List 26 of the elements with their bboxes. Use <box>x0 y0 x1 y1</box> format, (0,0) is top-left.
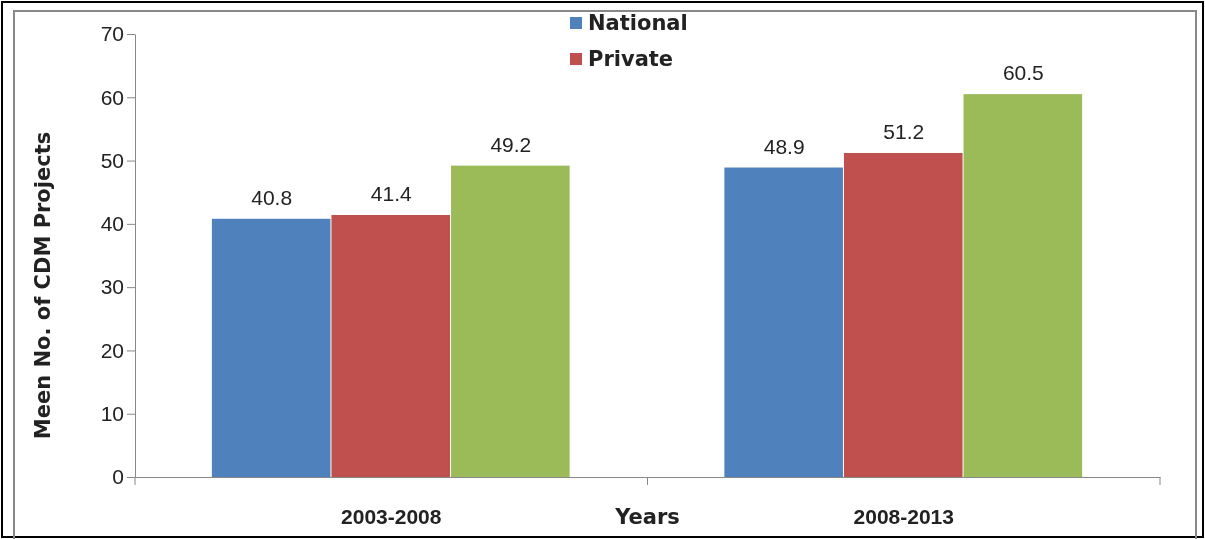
data-label: 60.5 <box>1002 61 1044 85</box>
data-label: 49.2 <box>490 132 532 156</box>
data-label: 41.4 <box>370 182 413 205</box>
bar <box>331 215 451 477</box>
legend-label: National <box>588 11 688 35</box>
y-tick-label: 0 <box>112 465 124 489</box>
bar <box>963 94 1083 477</box>
data-label: 51.2 <box>883 119 925 143</box>
y-tick-label: 20 <box>100 338 124 362</box>
bar <box>211 218 331 477</box>
bar <box>724 167 843 477</box>
y-tick-label: 30 <box>100 275 124 299</box>
y-tick-label: 70 <box>100 22 124 46</box>
y-tick-label: 60 <box>100 85 124 109</box>
y-tick-label: 10 <box>100 401 124 425</box>
y-axis-title: Meen No. of CDM Projects <box>31 131 55 440</box>
bar <box>451 165 570 477</box>
y-tick-label: 50 <box>100 148 124 172</box>
data-label: 40.8 <box>251 185 293 209</box>
x-axis-title: Years <box>614 505 680 529</box>
x-tick-label: 2003-2008 <box>341 504 442 528</box>
x-tick-label: 2008-2013 <box>853 504 954 528</box>
legend-label: Private <box>588 47 674 71</box>
y-tick-label: 40 <box>100 212 124 236</box>
data-label: 48.9 <box>763 134 805 158</box>
bar <box>843 152 963 477</box>
